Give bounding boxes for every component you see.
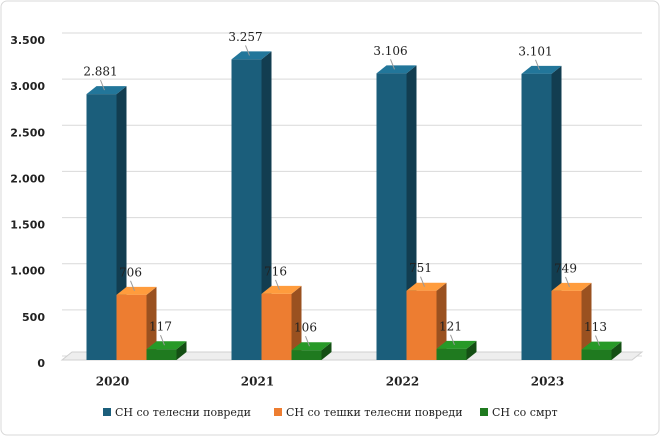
y-tick-label: 2.500 xyxy=(10,126,45,139)
bar xyxy=(436,348,467,360)
bar-top xyxy=(86,86,127,95)
value-label: 706 xyxy=(119,265,142,279)
value-label: 751 xyxy=(409,261,432,275)
bar-top xyxy=(376,65,417,74)
value-label: 3.106 xyxy=(373,44,407,58)
leader-line xyxy=(420,276,425,287)
y-tick-label: 1.500 xyxy=(10,219,45,232)
bar xyxy=(261,293,292,360)
bar-side xyxy=(261,51,272,361)
bar-top xyxy=(231,51,272,60)
x-tick-label: 2021 xyxy=(241,375,274,389)
bar-top xyxy=(146,341,187,350)
bar-side xyxy=(146,286,157,360)
y-tick-label: 0 xyxy=(37,357,45,370)
legend-swatch xyxy=(103,408,111,416)
bar-top xyxy=(406,282,447,291)
legend-swatch xyxy=(480,408,488,416)
x-tick-label: 2022 xyxy=(386,375,419,389)
bar-side xyxy=(321,342,332,360)
value-label: 106 xyxy=(294,321,317,335)
legend-label: СН со тешки телесни повреди xyxy=(286,406,463,419)
leader-line xyxy=(390,59,395,70)
leader-line xyxy=(595,335,600,346)
leader-line xyxy=(565,276,570,288)
y-tick-label: 500 xyxy=(22,311,45,324)
bar-side xyxy=(611,341,622,360)
bar-side xyxy=(176,341,187,360)
bar-side xyxy=(581,282,592,360)
value-label: 117 xyxy=(149,320,172,334)
bar xyxy=(551,290,582,360)
legend-label: СН со телесни повреди xyxy=(115,406,251,419)
leader-line xyxy=(275,279,280,291)
value-label: 3.257 xyxy=(228,30,262,44)
bar xyxy=(231,59,262,361)
leader-line xyxy=(450,334,455,346)
bar-top xyxy=(551,282,592,291)
value-label: 716 xyxy=(264,264,287,278)
leader-line xyxy=(535,59,540,71)
bar-side xyxy=(291,285,302,360)
y-tick-label: 3.500 xyxy=(10,34,45,47)
bar-top xyxy=(521,65,562,74)
legend-label: СН со смрт xyxy=(492,406,558,419)
bar-side xyxy=(436,282,447,360)
bar xyxy=(406,290,437,360)
bar-top xyxy=(261,285,302,294)
bar-side xyxy=(466,340,477,360)
leader-line xyxy=(245,45,250,56)
leader-line xyxy=(305,336,310,347)
bar xyxy=(116,294,147,360)
bar-top xyxy=(581,341,622,350)
bar-top xyxy=(291,342,332,351)
value-label: 3.101 xyxy=(518,44,552,58)
bar xyxy=(376,73,407,361)
value-label: 749 xyxy=(554,261,577,275)
bar-top xyxy=(436,340,477,349)
value-label: 113 xyxy=(584,320,607,334)
value-label: 121 xyxy=(439,319,462,333)
x-tick-label: 2020 xyxy=(96,375,129,389)
y-tick-label: 2.000 xyxy=(10,172,45,185)
leader-line xyxy=(100,79,105,91)
value-label: 2.881 xyxy=(83,65,117,79)
legend-swatch xyxy=(274,408,282,416)
bar-top xyxy=(116,286,157,295)
x-tick-label: 2023 xyxy=(531,375,564,389)
bar xyxy=(291,350,322,360)
leader-line xyxy=(160,335,165,346)
leader-line xyxy=(130,280,135,292)
y-tick-label: 3.000 xyxy=(10,80,45,93)
bar xyxy=(146,349,177,360)
bar xyxy=(581,349,612,360)
bar xyxy=(86,94,117,361)
y-tick-label: 1.000 xyxy=(10,265,45,278)
bar xyxy=(521,73,552,361)
